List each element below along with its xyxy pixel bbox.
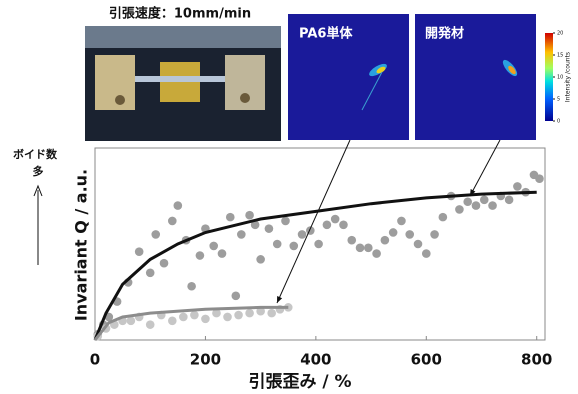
point — [127, 317, 136, 326]
x-tick-label: 400 — [300, 351, 331, 369]
point — [187, 282, 196, 291]
point — [160, 259, 169, 268]
point — [339, 221, 348, 230]
point — [389, 228, 398, 237]
point — [245, 211, 254, 220]
colorbar-tick-label: 15 — [557, 53, 563, 59]
point — [209, 242, 218, 251]
point — [146, 269, 155, 278]
colorbar-tick-label: 10 — [557, 75, 563, 81]
point — [331, 215, 340, 224]
x-tick-label: 800 — [521, 351, 552, 369]
point — [218, 249, 227, 258]
point — [174, 201, 183, 210]
point — [179, 313, 188, 322]
point — [372, 249, 381, 258]
x-tick-label: 200 — [190, 351, 221, 369]
point — [256, 255, 265, 264]
point — [146, 320, 155, 329]
photo — [85, 26, 281, 141]
point — [281, 217, 290, 226]
x-tick-label: 600 — [411, 351, 442, 369]
point — [381, 236, 390, 245]
colorbar-tick-label: 0 — [557, 119, 560, 125]
point — [505, 196, 514, 205]
point — [190, 311, 199, 320]
point — [405, 230, 414, 239]
point — [168, 217, 177, 226]
point — [298, 230, 307, 239]
point — [430, 230, 439, 239]
point — [455, 205, 464, 214]
x-tick-label: 0 — [90, 351, 100, 369]
point — [488, 201, 497, 210]
point — [234, 311, 243, 320]
point — [480, 196, 489, 205]
point — [422, 249, 431, 258]
point — [151, 230, 160, 239]
point — [397, 217, 406, 226]
point — [265, 224, 274, 233]
point — [245, 309, 254, 318]
point — [223, 313, 232, 322]
point — [237, 230, 246, 239]
point — [231, 292, 240, 301]
point — [314, 240, 323, 249]
annotation: 多 — [33, 164, 44, 178]
point — [201, 315, 210, 324]
point — [267, 309, 276, 318]
image-label: 開発材 — [425, 26, 464, 42]
colorbar — [545, 33, 553, 121]
point — [513, 182, 522, 191]
y-axis-label: Invariant Q / a.u. — [72, 169, 91, 321]
point — [535, 174, 544, 183]
point — [273, 240, 282, 249]
point — [472, 201, 481, 210]
point — [364, 244, 373, 253]
point — [226, 213, 235, 222]
point — [135, 247, 144, 256]
point — [439, 213, 448, 222]
point — [356, 244, 365, 253]
point — [347, 236, 356, 245]
point — [168, 317, 177, 326]
point — [414, 240, 423, 249]
point — [463, 197, 472, 206]
point — [323, 221, 332, 230]
colorbar-tick-label: 20 — [557, 31, 563, 37]
figure: 引張速度：10mm/min PA6単体 開発材 Intensity /count… — [0, 0, 578, 394]
colorbar-label: Intensity /counts — [565, 52, 572, 102]
colorbar-tick-label: 5 — [557, 97, 560, 103]
image-label: PA6単体 — [299, 26, 353, 42]
x-axis-label: 引張歪み / % — [248, 372, 351, 392]
point — [289, 242, 298, 251]
annotation: ボイド数 — [13, 147, 58, 161]
point — [196, 251, 205, 260]
photo-caption: 引張速度：10mm/min — [109, 6, 251, 22]
